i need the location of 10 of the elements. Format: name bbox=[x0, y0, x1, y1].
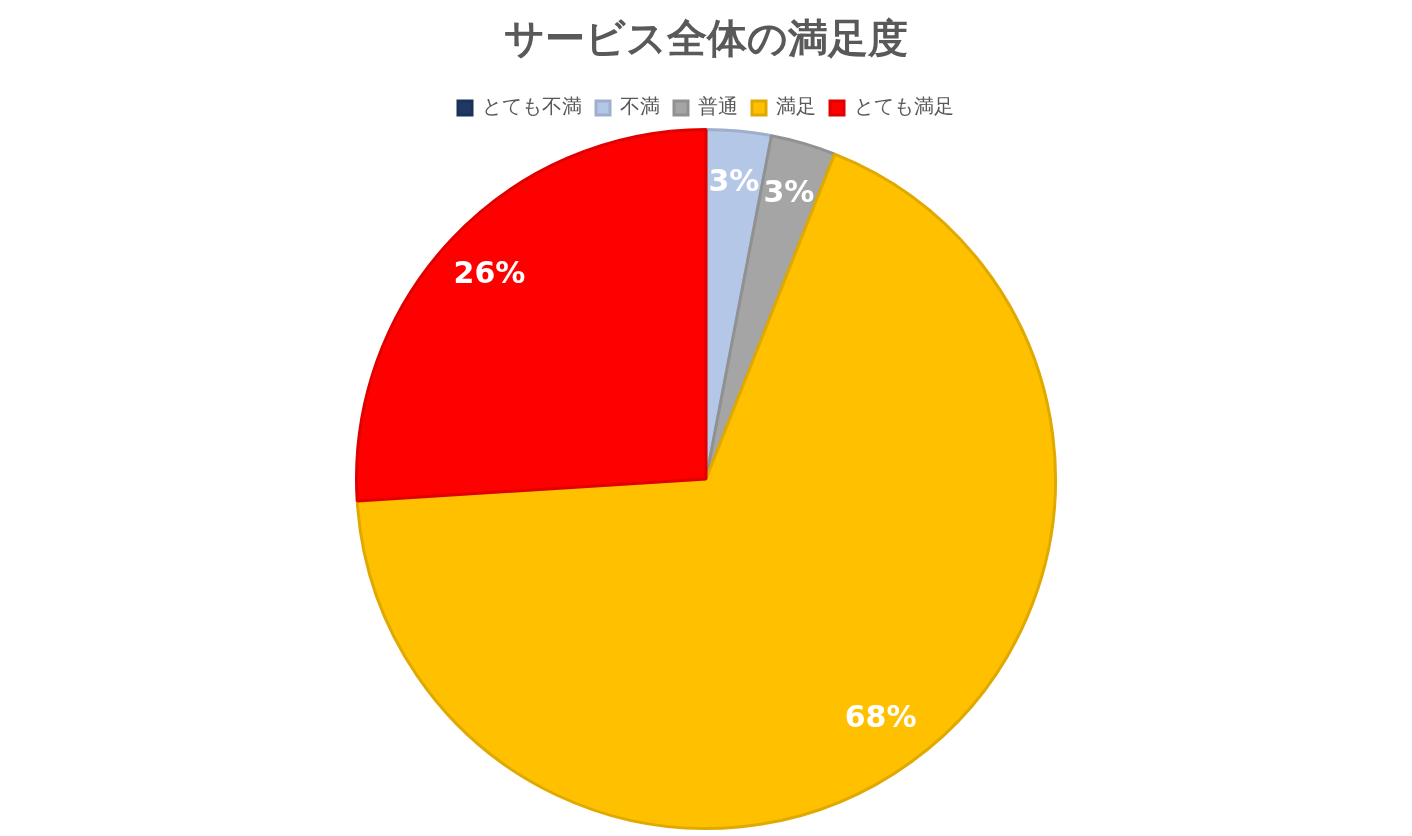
data-label: 3% bbox=[708, 163, 760, 199]
data-label: 68% bbox=[844, 699, 917, 735]
data-label: 3% bbox=[763, 173, 815, 209]
legend-label: 不満 bbox=[620, 94, 660, 119]
data-label: 26% bbox=[453, 255, 526, 291]
legend-label: 満足 bbox=[776, 94, 816, 119]
legend-label: とても満足 bbox=[854, 94, 954, 119]
legend-label: 普通 bbox=[698, 94, 738, 119]
legend-label: とても不満 bbox=[482, 94, 582, 119]
chart-title: サービス全体の満足度 bbox=[504, 15, 908, 62]
